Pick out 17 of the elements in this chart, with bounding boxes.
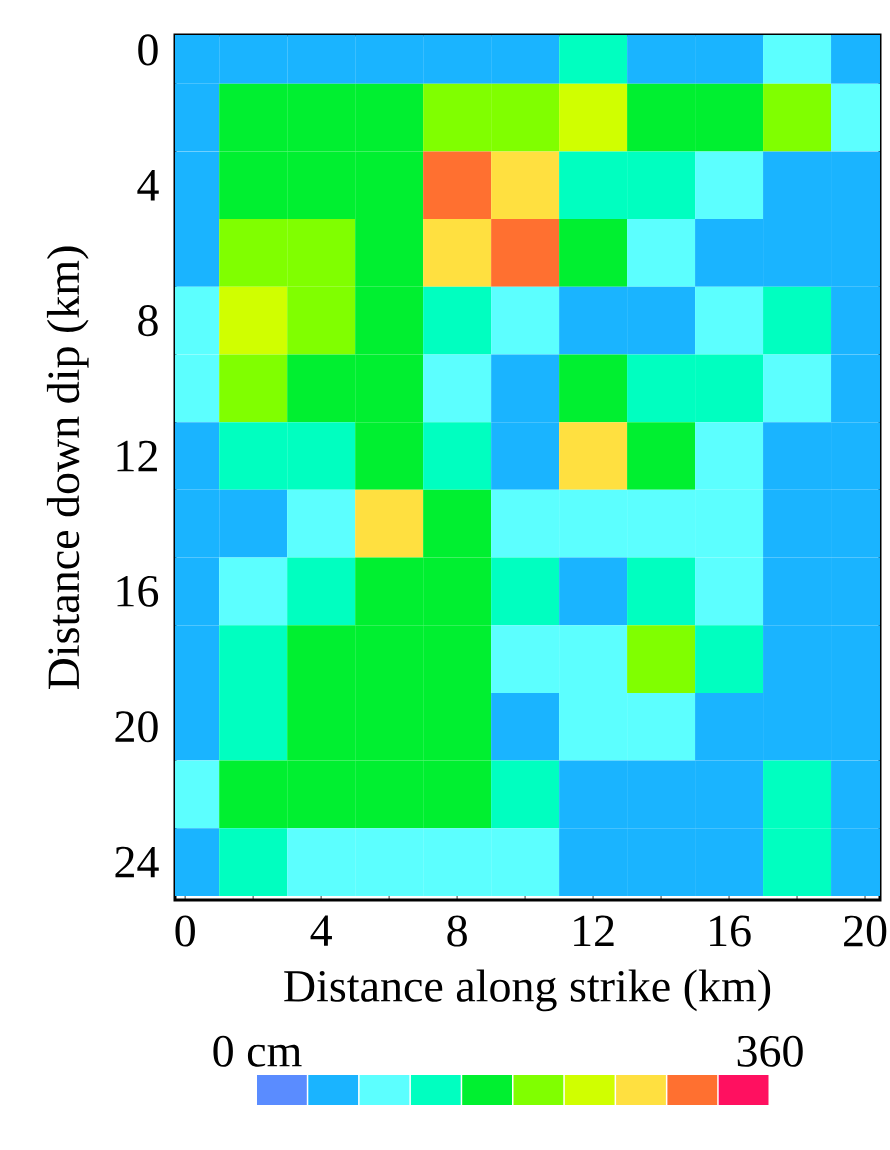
x-tick-label: 20 xyxy=(844,915,887,947)
color-bar-label: 0 cm xyxy=(213,1035,302,1067)
x-tick-label: 8 xyxy=(447,915,467,947)
y-tick-label: 16 xyxy=(117,575,159,607)
x-tick-label: 12 xyxy=(574,915,614,946)
y-tick-label: 12 xyxy=(117,440,157,472)
y-tick-label: 24 xyxy=(115,846,159,878)
y-tick-label: 20 xyxy=(115,711,158,743)
y-axis-title: Distance down dip (km) xyxy=(46,246,89,690)
x-tick-label: 0 xyxy=(175,915,195,947)
y-tick-label: 4 xyxy=(137,170,159,201)
x-tick-label: 4 xyxy=(310,915,332,946)
x-tick-label: 16 xyxy=(710,915,751,947)
y-tick-label: 0 xyxy=(138,34,158,66)
color-bar-label: 360 xyxy=(737,1035,803,1067)
y-tick-label: 8 xyxy=(138,305,158,337)
x-axis-title: Distance along strike (km) xyxy=(284,969,771,1012)
